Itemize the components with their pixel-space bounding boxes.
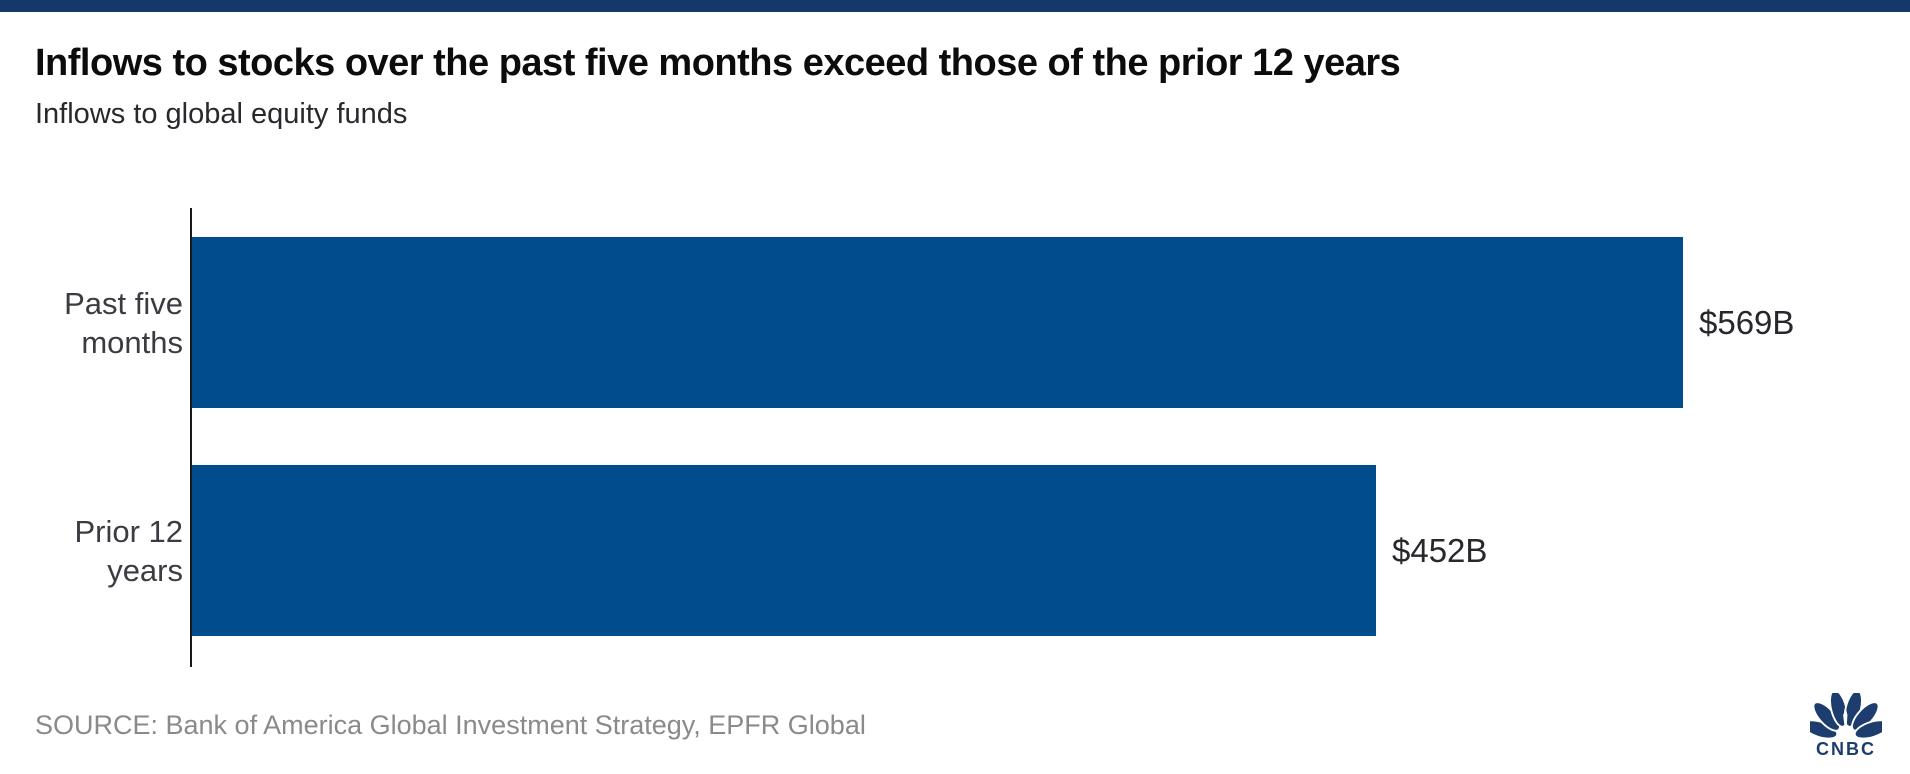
cnbc-logo: CNBC (1806, 693, 1886, 760)
top-accent-bar (0, 0, 1910, 12)
cnbc-wordmark: CNBC (1816, 739, 1876, 759)
y-axis-line (190, 208, 192, 667)
source-note: SOURCE: Bank of America Global Investmen… (35, 710, 866, 740)
chart-subtitle: Inflows to global equity funds (35, 98, 408, 130)
category-label: Prior 12 years (74, 513, 183, 588)
chart-title: Inflows to stocks over the past five mon… (35, 42, 1401, 84)
value-label: $569B (1699, 303, 1795, 341)
category-label: Past five months (64, 285, 183, 360)
value-label: $452B (1392, 531, 1488, 569)
bar (192, 237, 1683, 408)
bar (192, 465, 1376, 636)
bar-row: Past five months $569B (0, 237, 1910, 408)
bar-chart: Past five months $569B Prior 12 years $452B (0, 208, 1910, 667)
bar-row: Prior 12 years $452B (0, 465, 1910, 636)
cnbc-peacock-icon (1810, 693, 1882, 740)
